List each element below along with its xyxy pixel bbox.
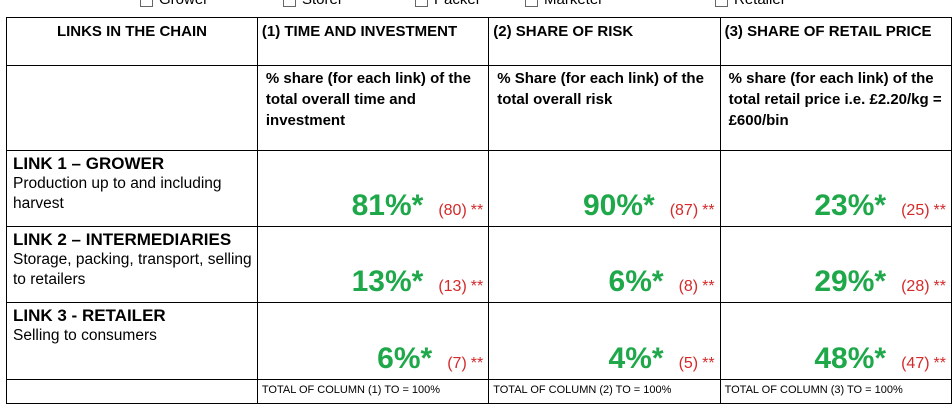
description-col1: % share (for each link) of the total ove… xyxy=(256,65,490,151)
link-title: LINK 2 – INTERMEDIARIES xyxy=(13,230,232,249)
table-row: LINK 2 – INTERMEDIARIES Storage, packing… xyxy=(6,226,952,303)
primary-value: 6%* xyxy=(608,265,664,298)
link-label-cell: LINK 1 – GROWER Production up to and inc… xyxy=(6,150,258,227)
link-title: LINK 3 - RETAILER xyxy=(13,306,166,325)
secondary-value: (80) xyxy=(438,202,467,219)
legend-label: Grower xyxy=(159,0,208,9)
legend-label: Packer xyxy=(434,0,481,9)
primary-value: 48%* xyxy=(814,342,887,375)
secondary-marker: ** xyxy=(470,278,484,295)
value-cell-col1: 6%* (7) ** xyxy=(256,302,490,380)
totals-empty-cell xyxy=(6,379,258,404)
total-col3: TOTAL OF COLUMN (3) TO = 100% xyxy=(719,379,952,404)
legend-swatch-icon xyxy=(140,0,153,7)
header-col3: (3) SHARE OF RETAIL PRICE xyxy=(719,17,952,66)
value-cell-col3: 29%* (28) ** xyxy=(719,226,952,303)
total-col3-text: TOTAL OF COLUMN (3) TO = 100% xyxy=(724,384,903,396)
secondary-value: (8) xyxy=(678,278,699,295)
primary-value: 90%* xyxy=(582,189,655,222)
link-description: Selling to consumers xyxy=(13,327,157,344)
description-col3: % share (for each link) of the total ret… xyxy=(719,65,952,151)
header-row: LINKS IN THE CHAIN (1) TIME AND INVESTME… xyxy=(6,17,952,66)
value-cell-col2: 90%* (87) ** xyxy=(488,150,721,227)
link-description: Storage, packing, transport, selling to … xyxy=(13,251,252,288)
primary-value: 4%* xyxy=(608,342,664,375)
table-row: LINK 3 - RETAILER Selling to consumers 6… xyxy=(6,302,952,380)
secondary-marker: ** xyxy=(702,355,715,372)
description-col1-text: % share (for each link) of the total ove… xyxy=(265,70,471,129)
legend-swatch-icon xyxy=(715,0,728,7)
value-cell-col1: 81%* (80) ** xyxy=(256,150,490,227)
primary-value: 13%* xyxy=(351,265,424,298)
header-col2-label: (2) SHARE OF RISK xyxy=(493,23,634,40)
value-cell-col3: 23%* (25) ** xyxy=(719,150,952,227)
secondary-marker: ** xyxy=(933,278,946,295)
secondary-marker: ** xyxy=(933,202,946,219)
link-description: Production up to and including harvest xyxy=(13,175,222,212)
legend-swatch-icon xyxy=(283,0,296,7)
header-links-label: LINKS IN THE CHAIN xyxy=(56,23,207,40)
secondary-value: (13) xyxy=(438,278,467,295)
legend-item-marketer: Marketer xyxy=(525,0,603,9)
legend-swatch-icon xyxy=(415,0,428,7)
primary-value: 23%* xyxy=(814,189,887,222)
primary-value: 6%* xyxy=(377,342,433,375)
value-chain-table: LINKS IN THE CHAIN (1) TIME AND INVESTME… xyxy=(6,17,952,404)
secondary-value: (7) xyxy=(447,355,467,372)
secondary-marker: ** xyxy=(470,202,484,219)
header-col2: (2) SHARE OF RISK xyxy=(488,17,721,66)
total-col2-text: TOTAL OF COLUMN (2) TO = 100% xyxy=(493,384,672,396)
secondary-marker: ** xyxy=(470,355,484,372)
secondary-marker: ** xyxy=(933,355,946,372)
secondary-value: (25) xyxy=(901,202,930,219)
primary-value: 29%* xyxy=(814,265,887,298)
legend-label: Retailer xyxy=(734,0,786,9)
total-col1-text: TOTAL OF COLUMN (1) TO = 100% xyxy=(261,384,441,396)
secondary-value: (87) xyxy=(669,202,699,219)
description-col2: % Share (for each link) of the total ove… xyxy=(488,65,721,151)
legend-item-storer: Storer xyxy=(283,0,343,9)
total-col2: TOTAL OF COLUMN (2) TO = 100% xyxy=(488,379,721,404)
description-empty-cell xyxy=(6,65,258,151)
legend-item-retailer: Retailer xyxy=(715,0,786,9)
legend-label: Marketer xyxy=(544,0,603,9)
legend-item-packer: Packer xyxy=(415,0,481,9)
description-row: % share (for each link) of the total ove… xyxy=(6,65,952,151)
header-col3-label: (3) SHARE OF RETAIL PRICE xyxy=(724,23,932,40)
total-col1: TOTAL OF COLUMN (1) TO = 100% xyxy=(256,379,490,404)
description-col2-text: % Share (for each link) of the total ove… xyxy=(497,70,704,108)
header-links: LINKS IN THE CHAIN xyxy=(6,17,258,66)
description-col3-text: % share (for each link) of the total ret… xyxy=(728,70,942,129)
legend-swatch-icon xyxy=(525,0,538,7)
table-row: LINK 1 – GROWER Production up to and inc… xyxy=(6,150,952,227)
legend-label: Storer xyxy=(302,0,343,9)
secondary-value: (28) xyxy=(901,278,930,295)
link-title: LINK 1 – GROWER xyxy=(13,154,165,173)
secondary-marker: ** xyxy=(702,202,715,219)
secondary-value: (5) xyxy=(678,355,699,372)
value-cell-col3: 48%* (47) ** xyxy=(719,302,952,380)
totals-row: TOTAL OF COLUMN (1) TO = 100% TOTAL OF C… xyxy=(6,379,952,404)
value-cell-col2: 4%* (5) ** xyxy=(488,302,721,380)
link-label-cell: LINK 3 - RETAILER Selling to consumers xyxy=(6,302,258,380)
value-cell-col1: 13%* (13) ** xyxy=(256,226,490,303)
header-col1-label: (1) TIME AND INVESTMENT xyxy=(261,23,458,40)
legend-item-grower: Grower xyxy=(140,0,208,9)
secondary-marker: ** xyxy=(702,278,715,295)
header-col1: (1) TIME AND INVESTMENT xyxy=(256,17,490,66)
value-cell-col2: 6%* (8) ** xyxy=(488,226,721,303)
secondary-value: (47) xyxy=(901,355,930,372)
primary-value: 81%* xyxy=(351,189,424,222)
legend: Grower Storer Packer Marketer Retailer xyxy=(0,0,952,10)
link-label-cell: LINK 2 – INTERMEDIARIES Storage, packing… xyxy=(6,226,258,303)
